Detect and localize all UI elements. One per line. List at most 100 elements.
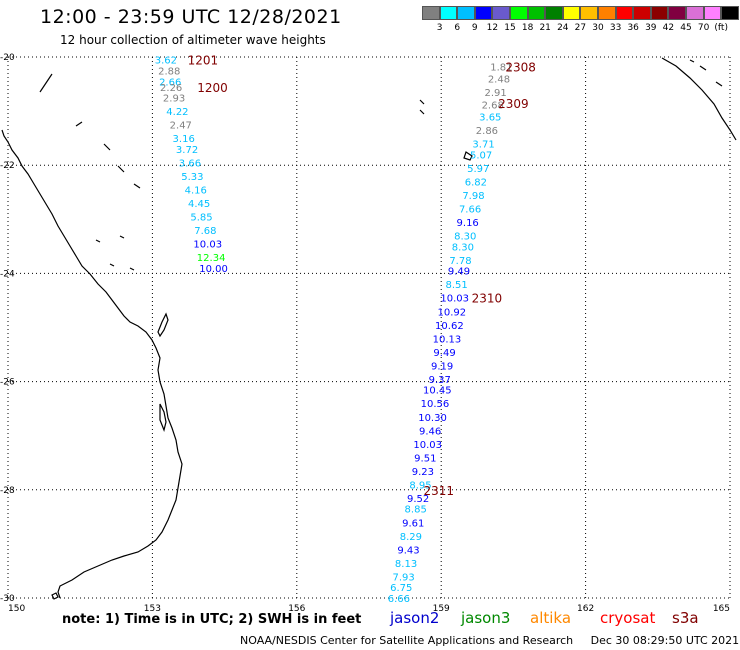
scale-swatch xyxy=(439,6,458,20)
track-east: 1.812.48 2.91 2.683.65 2.86 3.715.07 5.97 6.82… xyxy=(388,61,536,605)
scale-swatch xyxy=(509,6,528,20)
wave-height-value: 9.49 xyxy=(448,267,470,278)
wave-height-value: 9.19 xyxy=(431,361,453,372)
wave-height-value: 10.00 xyxy=(199,264,228,275)
wave-height-value: 2.91 xyxy=(484,88,506,99)
wave-height-value: 5.97 xyxy=(467,164,489,175)
lon-label: 159 xyxy=(433,604,450,614)
scale-swatch xyxy=(580,6,598,20)
wave-height-value: 9.16 xyxy=(457,218,479,229)
wave-height-value: 7.98 xyxy=(462,191,484,202)
scale-label: (ft) xyxy=(714,23,728,33)
lon-label: 162 xyxy=(577,604,594,614)
footnote: note: 1) Time is in UTC; 2) SWH is in fe… xyxy=(62,612,362,627)
wave-height-value: 9.52 xyxy=(407,494,429,505)
pass-time-label: 1201 xyxy=(188,54,219,68)
scale-swatch xyxy=(474,6,493,20)
wave-height-value: 10.92 xyxy=(437,307,466,318)
whitsunday-islands xyxy=(39,73,141,189)
satellite-altika: altika xyxy=(530,609,572,627)
new-caledonia xyxy=(661,57,737,141)
wave-height-value: 6.66 xyxy=(388,594,410,605)
wave-height-value: 7.78 xyxy=(449,256,471,267)
wave-height-value: 9.51 xyxy=(414,453,436,464)
scale-label: 6 xyxy=(454,23,461,33)
scale-label: 45 xyxy=(680,23,692,33)
scale-swatch xyxy=(562,6,581,20)
wave-height-value: 6.82 xyxy=(465,177,487,188)
chesterfield-islets xyxy=(419,99,425,115)
wave-height-value: 7.66 xyxy=(459,204,481,215)
map-title: 12:00 - 23:59 UTC 12/28/2021 xyxy=(40,6,342,28)
wave-height-value: 8.30 xyxy=(454,232,476,243)
scale-label: 15 xyxy=(504,23,516,33)
scale-label: 12 xyxy=(486,23,499,33)
wave-height-value: 10.03 xyxy=(413,440,442,451)
wave-height-value: 5.85 xyxy=(190,213,212,224)
scale-label: 42 xyxy=(662,23,675,33)
scale-swatch xyxy=(545,6,563,20)
lat-label: -28 xyxy=(0,486,15,496)
pass-time-label: 1200 xyxy=(197,81,228,95)
wave-height-value: 10.03 xyxy=(440,294,469,305)
wave-height-value: 7.68 xyxy=(194,226,216,237)
wave-height-value: 3.71 xyxy=(472,140,494,151)
wave-height-value: 2.93 xyxy=(163,94,185,105)
satellite-cryosat: cryosat xyxy=(600,609,656,627)
scale-swatch xyxy=(633,6,651,20)
scale-swatch xyxy=(615,6,634,20)
bottom-islet xyxy=(51,592,59,600)
satellite-jason2: jason2 xyxy=(390,609,440,627)
scale-swatch xyxy=(492,6,510,20)
wave-height-value: 12.34 xyxy=(197,253,226,264)
coastline xyxy=(1,57,737,600)
wave-height-value: 9.43 xyxy=(397,545,419,556)
wave-height-value: 9.37 xyxy=(429,375,451,386)
wave-height-value: 3.62 xyxy=(155,56,177,67)
scale-label: 21 xyxy=(539,23,551,33)
color-scale-boxes xyxy=(422,6,740,20)
credit-line: NOAA/NESDIS Center for Satellite Applica… xyxy=(240,634,739,647)
pass-time-label: 2311 xyxy=(424,484,455,498)
wave-height-value: 10.56 xyxy=(421,399,450,410)
wave-height-value: 3.66 xyxy=(179,158,201,169)
wave-height-value: 7.93 xyxy=(393,572,415,583)
scale-label: 27 xyxy=(574,23,587,33)
scale-label: 9 xyxy=(471,23,478,33)
wave-height-value: 10.03 xyxy=(193,240,222,251)
wave-height-value: 4.16 xyxy=(185,186,207,197)
wave-height-value: 2.86 xyxy=(476,126,498,137)
wave-height-value: 9.23 xyxy=(412,467,434,478)
lat-label: -24 xyxy=(0,269,15,279)
scale-label: 3 xyxy=(436,23,443,33)
wave-height-value: 8.13 xyxy=(395,559,417,570)
pass-time-label: 2310 xyxy=(472,292,503,306)
scale-label: 39 xyxy=(645,23,657,33)
track-west: 3.622.882.662.262.93 4.22 2.47 3.163.72 3.66… xyxy=(155,54,228,275)
lat-label: -20 xyxy=(0,53,15,63)
wave-height-value: 10.45 xyxy=(423,386,452,397)
wave-height-value: 3.65 xyxy=(479,113,501,124)
wave-height-value: 2.68 xyxy=(482,101,504,112)
scale-swatch xyxy=(685,6,704,20)
scale-swatch xyxy=(597,6,616,20)
wave-height-value: 4.45 xyxy=(188,199,210,210)
new-caledonia-islets xyxy=(689,59,723,87)
wave-height-value: 9.46 xyxy=(419,426,441,437)
lat-label: -26 xyxy=(0,378,15,388)
wave-height-value: 10.13 xyxy=(433,334,462,345)
wave-height-value: 2.26 xyxy=(160,83,182,94)
color-scale-legend: 3 6 9 12 15 18 21 24 27 30 33 36 39 42 45 70 (ft) xyxy=(422,6,740,35)
color-scale-labels: 3 6 9 12 15 18 21 24 27 30 33 36 39 42 45 70 (ft) xyxy=(422,23,740,35)
scale-label: 70 xyxy=(697,23,710,33)
wave-height-value: 3.72 xyxy=(176,145,198,156)
small-reef xyxy=(463,151,473,161)
lat-label: -30 xyxy=(0,594,15,604)
wave-height-value: 9.49 xyxy=(433,348,455,359)
wave-height-value: 8.95 xyxy=(409,480,431,491)
wave-height-value: 1.81 xyxy=(490,63,512,74)
wave-height-value: 2.66 xyxy=(159,77,181,88)
lon-label: 153 xyxy=(144,604,161,614)
pass-time-label: 2308 xyxy=(505,61,536,75)
